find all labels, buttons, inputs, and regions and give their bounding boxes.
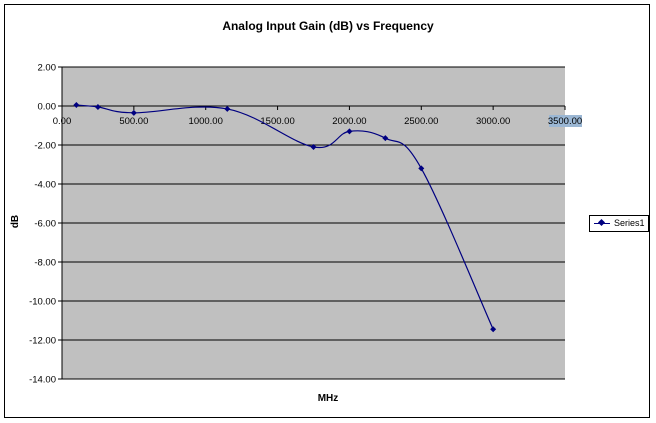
data-point <box>94 103 101 110</box>
x-axis-label: MHz <box>317 393 339 404</box>
y-tick-label: -14.00 <box>29 375 56 386</box>
data-point <box>73 102 80 109</box>
x-tick-label: 2500.00 <box>404 116 438 127</box>
data-point <box>490 326 497 333</box>
y-tick-label: -4.00 <box>34 180 56 191</box>
y-tick-label: -2.00 <box>34 141 56 152</box>
chart-title: Analog Input Gain (dB) vs Frequency <box>222 19 434 33</box>
x-tick-label: 1000.00 <box>189 116 223 127</box>
y-tick-label: -12.00 <box>29 336 56 347</box>
data-point <box>346 128 353 135</box>
x-tick-label: 3000.00 <box>476 116 510 127</box>
data-point <box>130 109 137 116</box>
x-tick-label: 2000.00 <box>332 116 366 127</box>
data-point <box>382 135 389 142</box>
legend: Series1 <box>589 215 649 232</box>
y-tick-label: -8.00 <box>34 258 56 269</box>
y-tick-label: 2.00 <box>38 63 57 74</box>
legend-marker <box>597 218 606 227</box>
y-tick-label: -10.00 <box>29 297 56 308</box>
x-tick-label: 1500.00 <box>260 116 294 127</box>
x-tick-label: 0.00 <box>53 116 72 127</box>
legend-label-series1: Series1 <box>614 218 645 228</box>
x-tick-label: 500.00 <box>119 116 148 127</box>
x-tick-highlight <box>549 115 582 127</box>
y-tick-label: -6.00 <box>34 219 56 230</box>
data-point <box>418 165 425 172</box>
x-tick-label: 3500.00 <box>548 116 582 127</box>
data-point <box>310 143 317 150</box>
data-point <box>224 105 231 112</box>
y-tick-label: 0.00 <box>38 102 57 113</box>
